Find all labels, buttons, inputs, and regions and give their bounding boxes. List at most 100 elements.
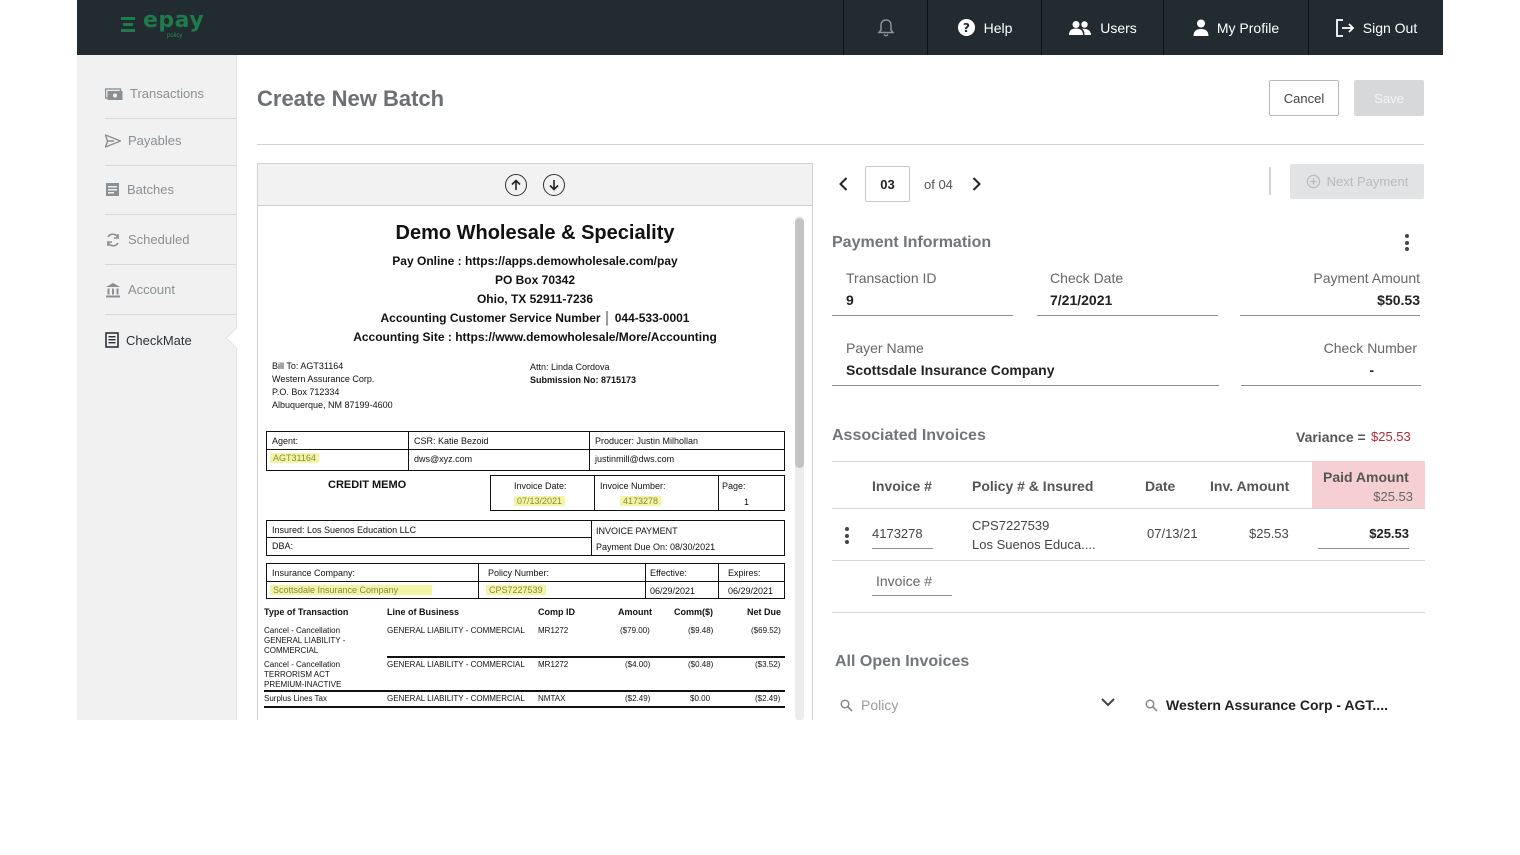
check-date-field[interactable]: 7/21/2021 bbox=[1050, 292, 1113, 308]
check-number-field[interactable]: - bbox=[1369, 362, 1374, 378]
payment-due-line: Payment Due On: 08/30/2021 bbox=[596, 542, 716, 552]
previous-payment-button[interactable] bbox=[835, 175, 851, 193]
top-nav: ? Help Users My Profile bbox=[843, 0, 1443, 55]
payer-name-field[interactable]: Scottsdale Insurance Company bbox=[846, 362, 1055, 378]
logo-mark-icon bbox=[121, 17, 135, 32]
check-number-label: Check Number bbox=[1323, 340, 1417, 356]
sidebar-item-account[interactable]: Account bbox=[105, 265, 236, 315]
add-circle-icon bbox=[1306, 174, 1320, 189]
inv-amount-cell: $25.53 bbox=[1249, 526, 1289, 541]
table-border bbox=[832, 560, 1425, 561]
policy-number-cell: CPS7227539 bbox=[972, 518, 1050, 533]
document-line: PO Box 70342 bbox=[494, 273, 576, 287]
page-number-input[interactable] bbox=[865, 166, 910, 202]
toolbar-separator bbox=[1269, 167, 1271, 195]
payer-name-label: Payer Name bbox=[846, 340, 924, 356]
users-button[interactable]: Users bbox=[1041, 0, 1163, 55]
column-header-date: Date bbox=[1145, 478, 1176, 494]
payer-search-input[interactable]: Western Assurance Corp - AGT.... bbox=[1145, 690, 1425, 720]
notifications-button[interactable] bbox=[843, 0, 927, 55]
help-icon: ? bbox=[957, 18, 975, 37]
tx-lob: GENERAL LIABILITY - COMMERCIAL bbox=[387, 694, 525, 703]
transaction-id-label: Transaction ID bbox=[846, 270, 937, 286]
page-count: of 04 bbox=[924, 177, 953, 192]
field-underline bbox=[1241, 385, 1421, 386]
sign-out-icon bbox=[1335, 18, 1355, 37]
sidebar-item-payables[interactable]: Payables bbox=[105, 116, 236, 166]
invoice-payment-label: INVOICE PAYMENT bbox=[596, 526, 678, 536]
sidebar-item-label: Account bbox=[128, 282, 175, 297]
document-line: Accounting Site : https://www.demowholes… bbox=[353, 330, 717, 344]
search-icon bbox=[1145, 698, 1158, 712]
sidebar-item-checkmate[interactable]: CheckMate bbox=[105, 315, 236, 365]
invoice-number-label: Invoice Number: bbox=[600, 481, 666, 491]
tx-type: Cancel - Cancellation GENERAL LIABILITY … bbox=[264, 626, 346, 655]
save-button[interactable]: Save bbox=[1354, 80, 1424, 116]
rule bbox=[645, 563, 646, 599]
batch-icon bbox=[106, 183, 119, 196]
effective-label: Effective: bbox=[650, 568, 687, 578]
payment-information-title: Payment Information bbox=[832, 234, 992, 251]
policy-search-placeholder: Policy bbox=[861, 697, 899, 713]
sidebar-item-scheduled[interactable]: Scheduled bbox=[105, 215, 236, 265]
tx-header-lob: Line of Business bbox=[387, 607, 460, 617]
csr-label: CSR: Katie Bezoid bbox=[414, 436, 489, 446]
policy-search-input[interactable]: Policy bbox=[840, 690, 1120, 720]
bill-to-line: P.O. Box 712334 bbox=[272, 387, 340, 397]
credit-memo-title: CREDIT MEMO bbox=[328, 479, 407, 491]
invoice-number-field[interactable]: 4173278 bbox=[872, 526, 923, 541]
payment-amount-label: Payment Amount bbox=[1313, 270, 1420, 286]
field-underline bbox=[1037, 315, 1218, 316]
transaction-id-field[interactable]: 9 bbox=[846, 292, 854, 308]
tx-comm: ($0.48) bbox=[688, 660, 714, 669]
field-underline bbox=[1318, 548, 1409, 549]
viewer-scroll-track[interactable] bbox=[795, 216, 804, 720]
viewer-toolbar bbox=[258, 164, 812, 206]
page-label: Page: bbox=[722, 481, 746, 491]
payment-amount-field[interactable]: $50.53 bbox=[1377, 292, 1420, 308]
viewer-scrollbar-thumb[interactable] bbox=[795, 218, 804, 468]
next-payment-button[interactable]: Next Payment bbox=[1290, 164, 1424, 199]
users-icon bbox=[1069, 20, 1092, 35]
check-date-label: Check Date bbox=[1050, 270, 1124, 286]
csr-email: dws@xyz.com bbox=[414, 454, 473, 464]
tx-comp: NMTAX bbox=[538, 694, 566, 703]
field-underline bbox=[832, 385, 1219, 386]
epay-logo[interactable]: epay policy bbox=[119, 8, 209, 42]
scroll-up-button[interactable] bbox=[505, 174, 527, 196]
cancel-button[interactable]: Cancel bbox=[1269, 80, 1339, 116]
policy-number-label: Policy Number: bbox=[488, 568, 550, 578]
sidebar-item-transactions[interactable]: Transactions bbox=[105, 69, 236, 119]
sign-out-button[interactable]: Sign Out bbox=[1308, 0, 1443, 55]
rule bbox=[718, 475, 719, 511]
new-invoice-input[interactable] bbox=[872, 566, 952, 596]
tx-comm: $0.00 bbox=[690, 694, 711, 703]
search-icon bbox=[840, 698, 853, 712]
agent-value: AGT31164 bbox=[270, 453, 319, 463]
tx-lob: GENERAL LIABILITY - COMMERCIAL bbox=[387, 626, 525, 635]
paid-amount-field[interactable]: $25.53 bbox=[1369, 526, 1409, 541]
row-more-menu-icon[interactable] bbox=[845, 527, 849, 544]
chevron-down-icon[interactable] bbox=[1101, 698, 1115, 707]
sidebar-item-batches[interactable]: Batches bbox=[105, 165, 236, 215]
my-profile-button[interactable]: My Profile bbox=[1163, 0, 1308, 55]
sidebar-item-label: Batches bbox=[127, 182, 174, 197]
payment-more-menu-icon[interactable] bbox=[1405, 234, 1409, 251]
page-value: 1 bbox=[744, 497, 750, 507]
tx-amount: ($79.00) bbox=[620, 626, 650, 635]
rule bbox=[718, 563, 719, 599]
help-button[interactable]: ? Help bbox=[927, 0, 1041, 55]
expires-label: Expires: bbox=[728, 568, 761, 578]
document-line: Accounting Customer Service Number │ 044… bbox=[380, 311, 690, 325]
next-page-button[interactable] bbox=[968, 175, 984, 193]
associated-invoices-title: Associated Invoices bbox=[832, 427, 986, 444]
scroll-down-button[interactable] bbox=[543, 174, 565, 196]
bank-icon bbox=[106, 282, 120, 297]
tx-header-amount: Amount bbox=[618, 607, 652, 617]
rule bbox=[478, 563, 479, 599]
insured-name-cell: Los Suenos Educa.... bbox=[972, 537, 1096, 552]
column-header-invoice: Invoice # bbox=[872, 478, 932, 494]
logo-subtext: policy bbox=[167, 33, 183, 39]
tx-amount: ($4.00) bbox=[625, 660, 651, 669]
table-border bbox=[832, 612, 1425, 613]
